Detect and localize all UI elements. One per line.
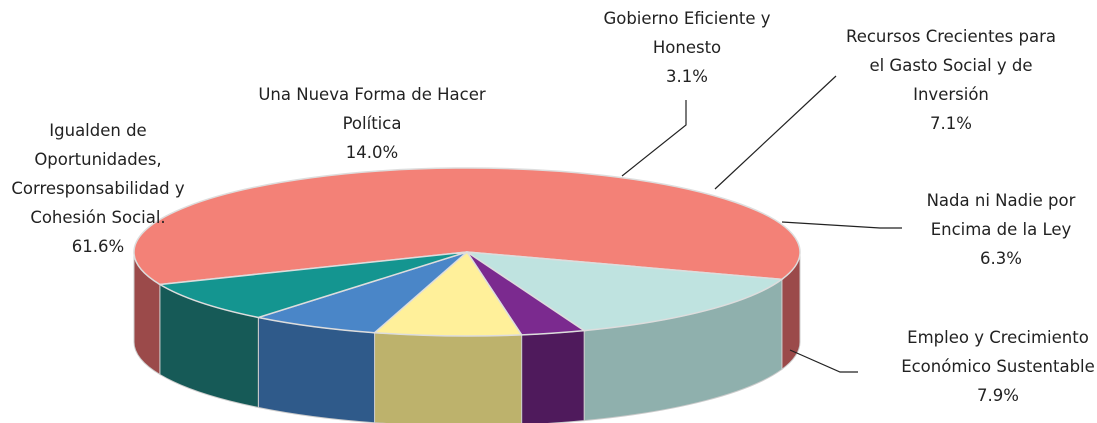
label-value: 6.3% [980,249,1022,268]
label-value: 3.1% [666,67,708,86]
slice-side [374,332,523,423]
slice-label: Empleo y Crecimiento Económico Sustentab… [900,323,1096,410]
slice-label: Recursos Crecientes para el Gasto Social… [840,22,1062,138]
slice-side [521,330,585,423]
slice [157,251,468,319]
label-name: Empleo y Crecimiento Económico Sustentab… [901,328,1095,376]
leader-line [781,221,902,229]
slice [372,250,523,337]
slice [466,251,784,332]
leader-line [789,349,858,373]
label-value: 7.1% [930,114,972,133]
slice-label: Una Nueva Forma de Hacer Política 14.0% [252,80,492,167]
label-name: Una Nueva Forma de Hacer Política [258,85,486,133]
slice-label: Gobierno Eficiente y Honesto 3.1% [580,4,794,91]
label-name: Nada ni Nadie por Encima de la Ley [926,191,1076,239]
label-name: Igualden de Oportunidades, Corresponsabi… [11,121,185,227]
label-name: Gobierno Eficiente y Honesto [603,9,771,57]
label-name: Recursos Crecientes para el Gasto Social… [845,27,1057,104]
slice [133,167,801,286]
slice-label: Igualden de Oportunidades, Corresponsabi… [0,116,196,261]
label-value: 7.9% [977,386,1019,405]
leader-line [714,75,837,190]
slice-label: Nada ni Nadie por Encima de la Ley 6.3% [905,186,1097,273]
leader-line [621,100,687,177]
label-value: 14.0% [345,143,399,162]
label-value: 61.6% [71,237,125,256]
slice-side [257,316,376,423]
slice [258,251,468,334]
